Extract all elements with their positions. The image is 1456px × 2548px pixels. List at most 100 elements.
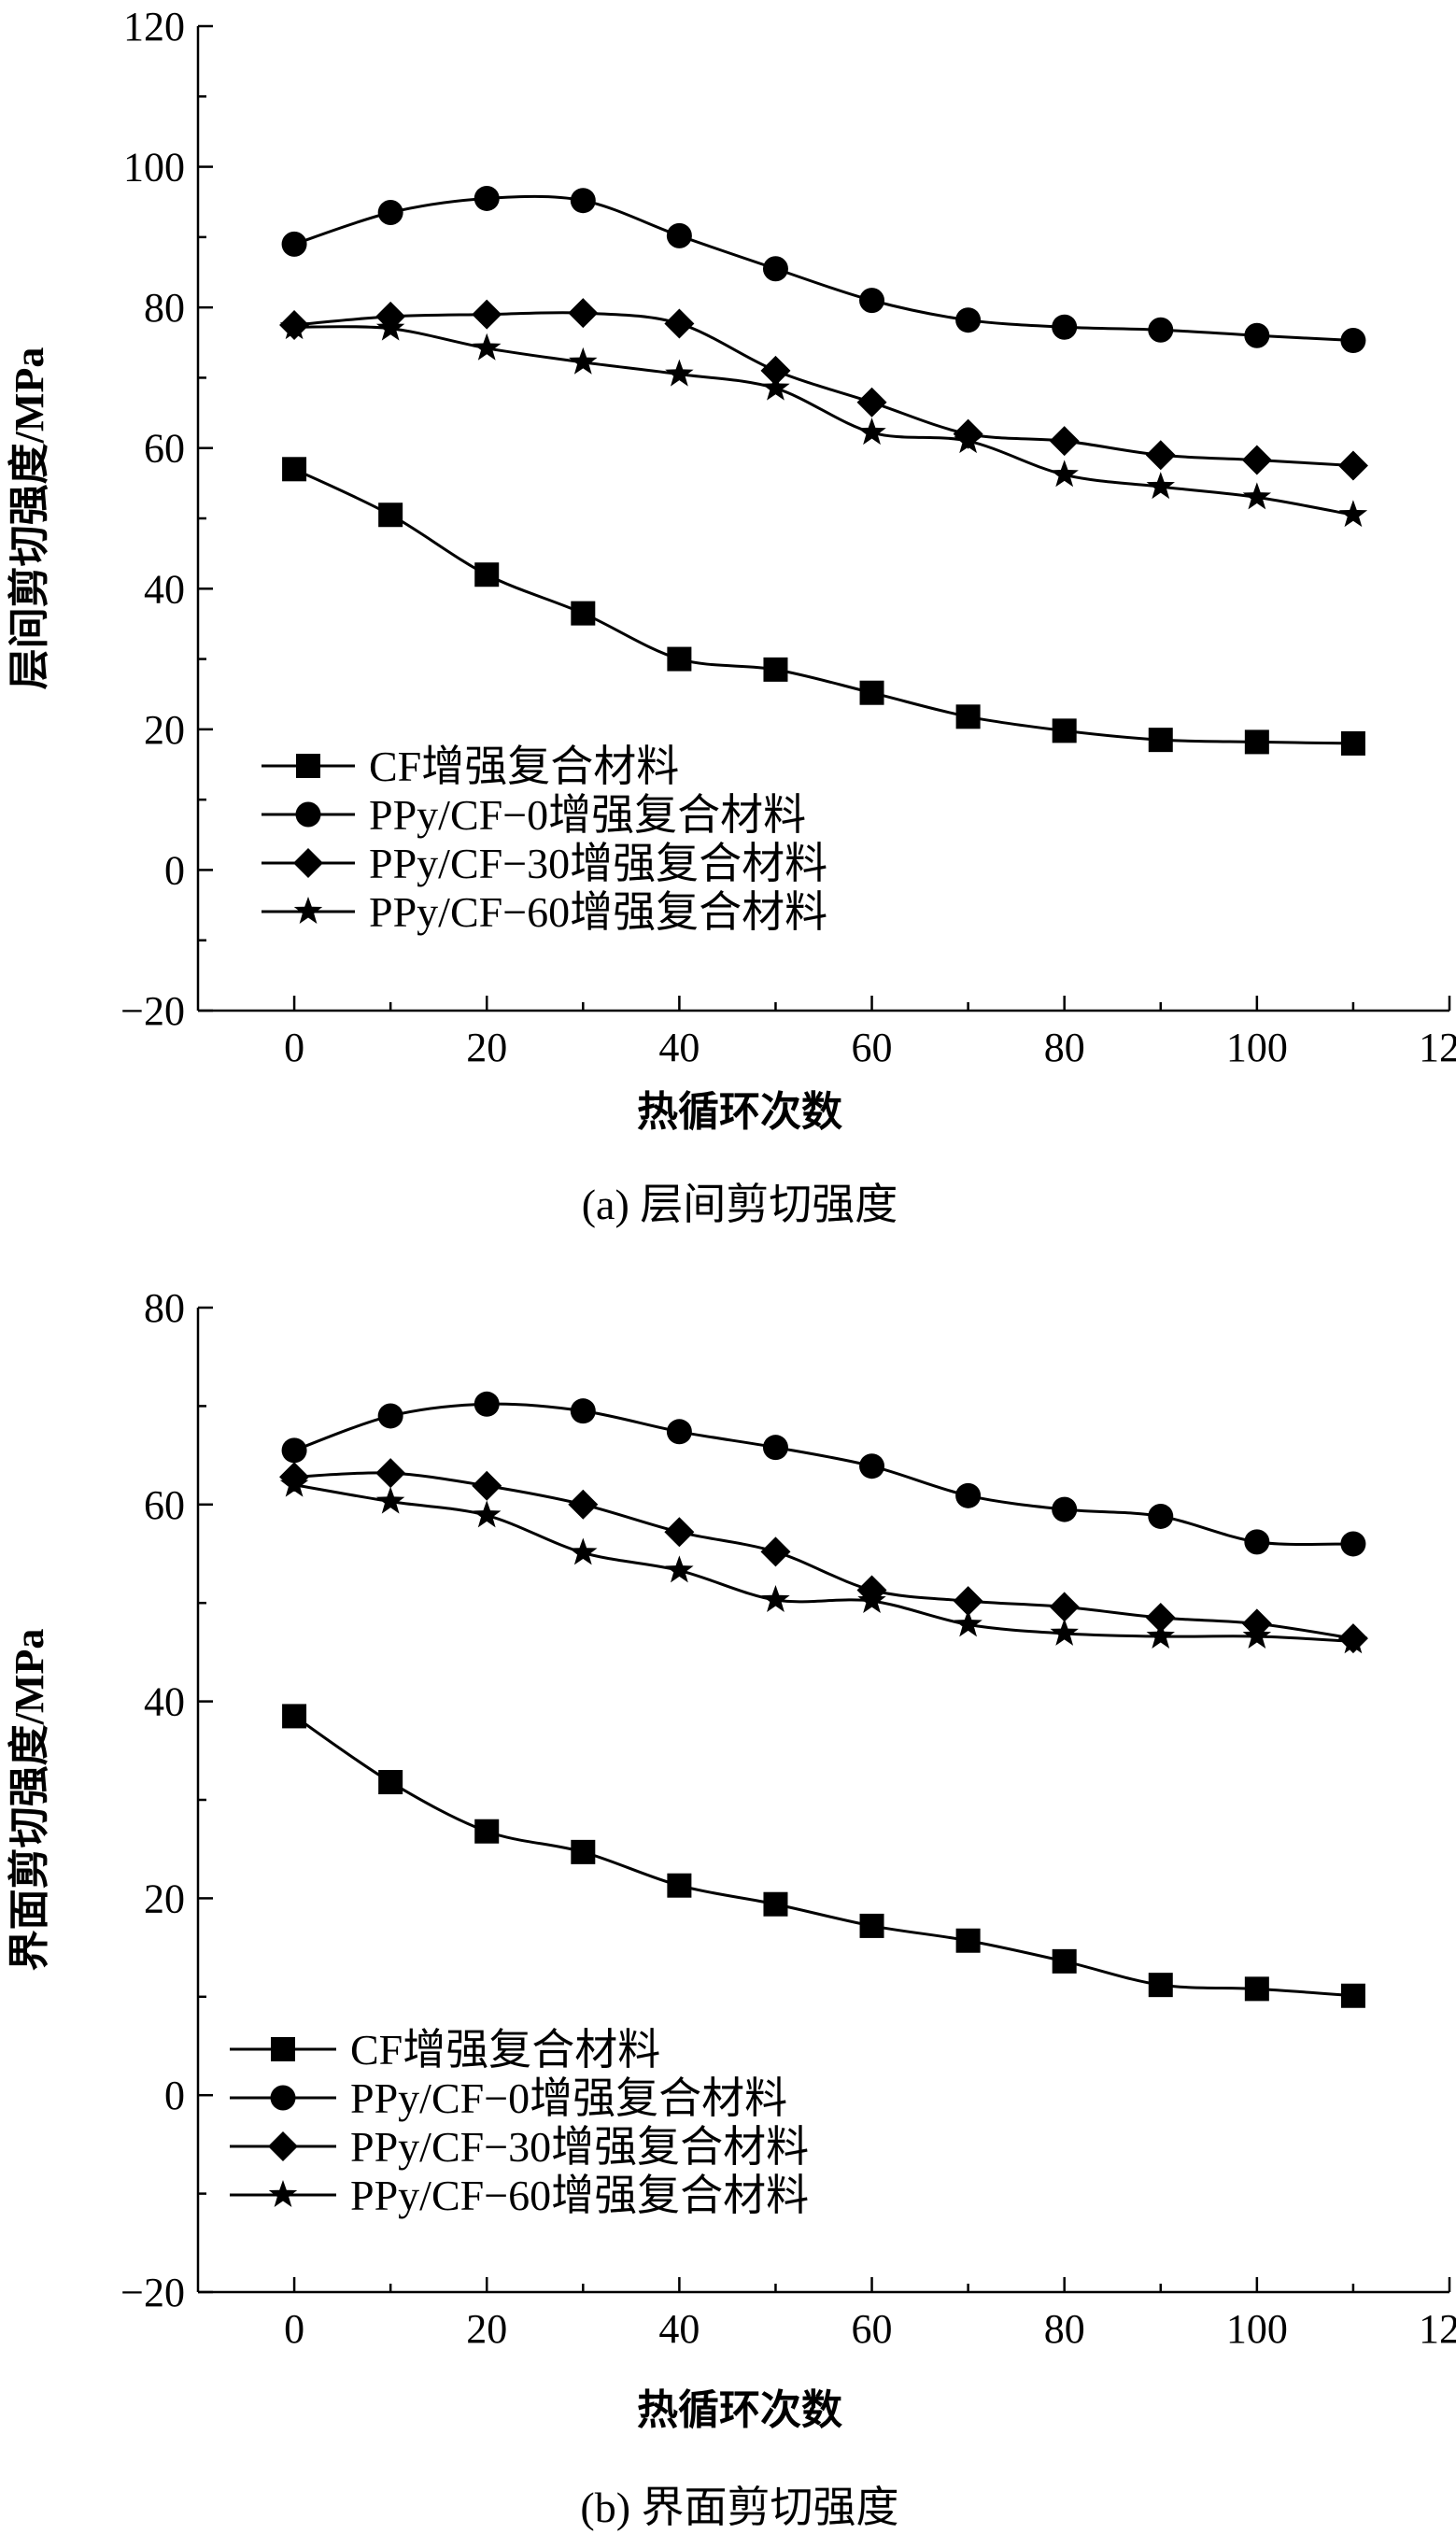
data-point-star: [1146, 472, 1175, 500]
data-point-star: [1242, 482, 1272, 510]
data-point-square: [571, 1839, 596, 1864]
data-point-square: [378, 503, 403, 528]
y-tick-label: 80: [144, 285, 185, 331]
legend-marker-circle: [270, 2085, 296, 2111]
series-line-4: [293, 1483, 1353, 1643]
data-point-circle: [1052, 1496, 1078, 1522]
legend-label: PPy/CF−30增强复合材料: [369, 840, 827, 887]
series-line-2: [293, 1402, 1353, 1547]
data-point-star: [569, 1537, 598, 1565]
data-point-star: [954, 426, 982, 454]
data-point-square: [282, 1704, 307, 1729]
data-point-circle: [281, 231, 307, 257]
data-point-star: [761, 1585, 790, 1612]
data-point-circle: [570, 188, 596, 214]
data-point-star: [375, 313, 405, 341]
y-tick-label: 20: [144, 707, 185, 753]
y-tick-label: −20: [120, 2270, 185, 2315]
data-point-square: [1340, 1983, 1365, 2008]
data-point-diamond: [664, 1517, 695, 1548]
data-point-circle: [377, 1403, 403, 1429]
y-tick-label: 60: [144, 426, 185, 472]
data-point-square: [571, 601, 596, 626]
data-point-diamond: [953, 1586, 983, 1617]
data-point-square: [1340, 730, 1365, 756]
legend-label: CF增强复合材料: [350, 2026, 660, 2074]
y-tick-label: 40: [144, 1679, 185, 1725]
y-tick-label: 120: [123, 4, 185, 50]
data-point-square: [763, 1891, 788, 1917]
data-point-circle: [1244, 1529, 1270, 1555]
data-point-diamond: [1241, 445, 1272, 475]
panel-caption: (a) 层间剪切强度: [582, 1181, 898, 1228]
legend-label: PPy/CF−60增强复合材料: [350, 2172, 809, 2219]
data-point-square: [282, 457, 307, 482]
y-tick-label: 100: [123, 145, 185, 191]
data-point-circle: [955, 307, 982, 333]
x-tick-label: 20: [466, 2306, 507, 2352]
data-point-star: [954, 1609, 982, 1637]
data-point-circle: [474, 1391, 500, 1417]
data-point-square: [1244, 729, 1269, 755]
data-point-circle: [570, 1398, 596, 1424]
data-point-circle: [762, 1435, 788, 1461]
legend-label: CF增强复合材料: [369, 743, 679, 790]
data-point-star: [761, 373, 790, 401]
data-point-circle: [1340, 1531, 1366, 1557]
data-point-diamond: [568, 1489, 599, 1520]
data-point-star: [473, 1500, 502, 1528]
data-point-circle: [474, 185, 500, 211]
data-point-star: [1242, 1621, 1272, 1649]
legend-label: PPy/CF−60增强复合材料: [369, 888, 827, 936]
x-tick-label: 120: [1419, 2306, 1456, 2352]
data-point-square: [474, 562, 500, 587]
data-point-circle: [1340, 328, 1366, 354]
x-tick-label: 20: [466, 1025, 507, 1070]
data-point-square: [378, 1770, 403, 1795]
data-point-circle: [1148, 317, 1174, 343]
legend-marker-diamond: [268, 2131, 298, 2161]
data-point-square: [859, 1913, 884, 1938]
x-tick-label: 60: [852, 2306, 893, 2352]
data-point-square: [1244, 1976, 1269, 2002]
y-tick-label: 60: [144, 1482, 185, 1528]
legend-marker-square: [296, 754, 320, 778]
y-axis-title: 界面剪切强度/MPa: [7, 1629, 52, 1972]
x-axis-title: 热循环次数: [637, 2387, 842, 2433]
legend-marker-star: [268, 2180, 298, 2207]
data-point-diamond: [375, 1458, 406, 1489]
legend-label: PPy/CF−30增强复合材料: [350, 2123, 809, 2171]
data-point-circle: [377, 200, 403, 226]
data-point-circle: [666, 222, 692, 248]
panel-b: −20 0 20 40 60 80 0 20 40 60 80 100 120 热循环次数 界面剪切强度/M…: [7, 1285, 1456, 2531]
data-point-circle: [1052, 314, 1078, 340]
data-point-circle: [1148, 1503, 1174, 1529]
x-tick-label: 100: [1226, 2306, 1288, 2352]
data-point-star: [665, 359, 694, 387]
panel-caption: (b) 界面剪切强度: [580, 2484, 898, 2531]
data-point-square: [763, 657, 788, 682]
data-point-diamond: [760, 355, 791, 386]
series-line-2: [293, 194, 1353, 343]
x-tick-label: 0: [284, 2306, 304, 2352]
y-tick-label: 40: [144, 566, 185, 612]
data-point-star: [1050, 1618, 1079, 1646]
data-point-diamond: [760, 1536, 791, 1567]
data-point-diamond: [856, 387, 887, 418]
data-point-star: [473, 333, 502, 361]
y-tick-label: 0: [164, 847, 185, 893]
data-point-square: [955, 1928, 981, 1953]
series-line-3: [294, 1471, 1354, 1640]
legend-marker-circle: [295, 801, 321, 828]
data-point-square: [1052, 718, 1077, 743]
legend-marker-diamond: [293, 848, 323, 878]
data-point-square: [667, 646, 692, 672]
x-tick-label: 0: [284, 1025, 304, 1070]
y-tick-label: −20: [120, 988, 185, 1034]
panel-a: −20 0 20 40 60 80 100 120 0 20 40 60 80 100 120 热循环次数 层间…: [7, 4, 1456, 1228]
legend-marker-square: [271, 2037, 295, 2061]
data-point-circle: [666, 1419, 692, 1445]
x-tick-label: 40: [658, 2306, 700, 2352]
y-axis-title: 层间剪切强度/MPa: [7, 347, 52, 690]
